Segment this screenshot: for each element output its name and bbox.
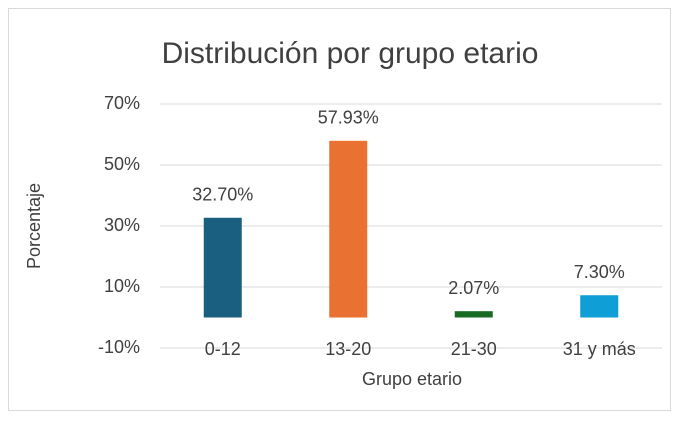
x-tick-label: 31 y más	[563, 339, 636, 359]
x-tick-label: 0-12	[205, 339, 241, 359]
bar	[580, 295, 619, 318]
bar	[329, 140, 368, 318]
data-label: 32.70%	[192, 185, 253, 205]
data-label: 7.30%	[574, 262, 625, 282]
y-tick-label: 50%	[104, 154, 140, 174]
y-tick-label: 70%	[104, 93, 140, 113]
x-axis-label: Grupo etario	[362, 369, 462, 389]
y-tick-label: -10%	[98, 337, 140, 357]
bar	[203, 217, 242, 318]
data-label: 57.93%	[318, 108, 379, 128]
bar	[454, 311, 493, 318]
data-label: 2.07%	[448, 278, 499, 298]
x-tick-label: 13-20	[325, 339, 371, 359]
y-axis-label: Porcentaje	[24, 183, 44, 269]
chart-title: Distribución por grupo etario	[162, 37, 539, 70]
y-tick-label: 10%	[104, 276, 140, 296]
x-tick-label: 21-30	[451, 339, 497, 359]
y-tick-label: 30%	[104, 215, 140, 235]
